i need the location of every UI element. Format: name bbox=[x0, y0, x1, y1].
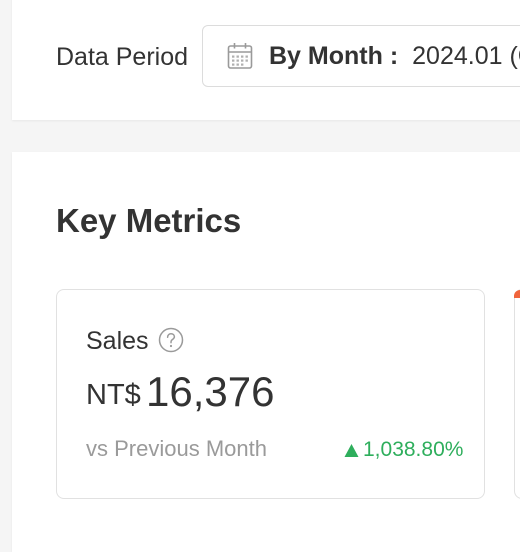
comparison-label: vs Previous Month bbox=[86, 436, 267, 461]
period-value: 2024.01 (C bbox=[412, 41, 520, 70]
next-metric-tile[interactable] bbox=[514, 289, 520, 499]
triangle-up-icon bbox=[344, 443, 359, 457]
next-tile-accent bbox=[514, 290, 520, 298]
key-metrics-title: Key Metrics bbox=[56, 202, 242, 239]
period-mode-label: By Month : bbox=[269, 41, 399, 70]
calendar-icon bbox=[227, 43, 253, 69]
metric-value: 16,376 bbox=[146, 368, 275, 415]
change-indicator: 1,038.80% bbox=[344, 437, 463, 463]
metric-name: Sales bbox=[86, 327, 149, 355]
change-value: 1,038.80% bbox=[363, 438, 464, 461]
metric-currency: NT$ bbox=[86, 379, 141, 411]
data-period-selector[interactable]: By Month : 2024.01 (C bbox=[202, 25, 520, 87]
sales-metric-tile[interactable] bbox=[56, 289, 485, 499]
question-circle-icon[interactable] bbox=[158, 327, 184, 353]
data-period-label: Data Period bbox=[56, 43, 189, 71]
